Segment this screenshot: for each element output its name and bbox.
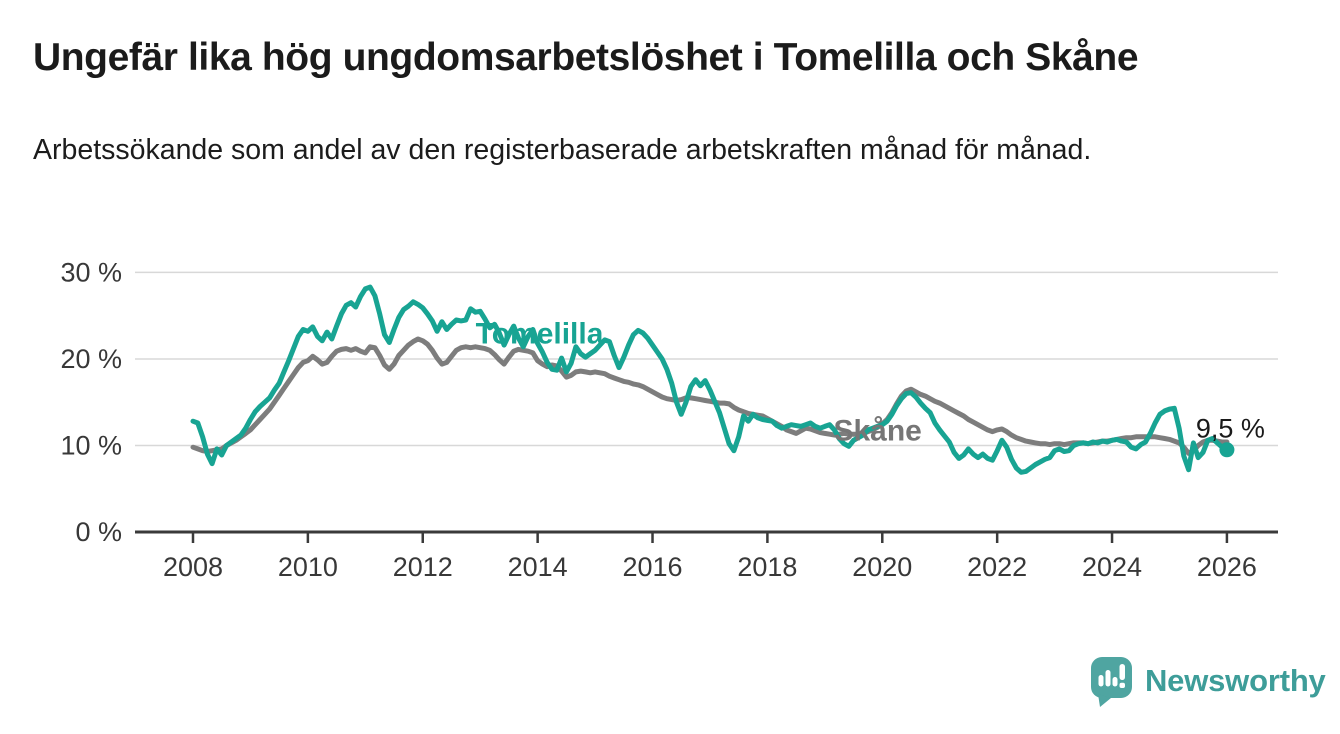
x-tick-label-2016: 2016 <box>622 552 682 582</box>
series-line-tomelilla <box>190 284 1230 475</box>
series-line-skne <box>190 336 1230 456</box>
y-tick-label-0: 0 % <box>75 517 122 547</box>
skane-label: Skåne <box>833 414 921 447</box>
x-tick-label-2020: 2020 <box>852 552 912 582</box>
tomelilla-label: Tomelilla <box>476 317 604 350</box>
y-tick-label-20: 20 % <box>60 344 122 374</box>
latest-value-dot <box>1219 442 1235 458</box>
end-value-label: 9,5 % <box>1196 414 1265 444</box>
x-tick-label-2024: 2024 <box>1082 552 1142 582</box>
x-tick-label-2008: 2008 <box>163 552 223 582</box>
logo-wordmark: Newsworthy <box>1145 663 1326 698</box>
x-tick-label-2010: 2010 <box>278 552 338 582</box>
x-tick-label-2026: 2026 <box>1197 552 1257 582</box>
x-tick-label-2018: 2018 <box>737 552 797 582</box>
page-title: Ungefär lika hög ungdomsarbetslöshet i T… <box>33 36 1139 79</box>
page-subtitle: Arbetssökande som andel av den registerb… <box>33 134 1092 166</box>
y-tick-label-10: 10 % <box>60 430 122 460</box>
line-chart: 2008 2010 2012 2014 2016 2018 2020 2022 2024 2026… <box>60 257 1278 582</box>
y-tick-label-30: 30 % <box>60 257 122 287</box>
x-tick-label-2014: 2014 <box>508 552 568 582</box>
newsworthy-logo: Newsworthy <box>1088 654 1326 708</box>
chart-speech-bubble-icon <box>1091 657 1132 707</box>
x-tick-label-2012: 2012 <box>393 552 453 582</box>
x-tick-label-2022: 2022 <box>967 552 1027 582</box>
